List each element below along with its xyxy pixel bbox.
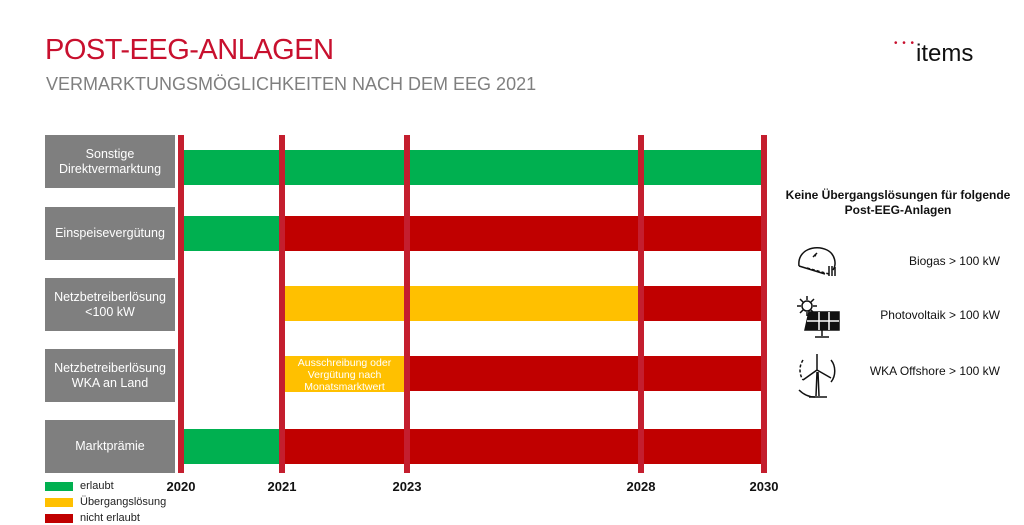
year-label: 2020 (166, 479, 196, 494)
segment-nicht-erlaubt (282, 429, 764, 464)
legend-swatch (45, 497, 73, 507)
row-label: Einspeisevergütung (45, 207, 175, 260)
year-line (178, 135, 184, 473)
page-subtitle: VERMARKTUNGSMÖGLICHKEITEN NACH DEM EEG 2… (46, 74, 537, 94)
row-label: Sonstige Direktvermarktung (45, 135, 175, 188)
legend-label: Übergangslösung (80, 496, 167, 508)
solar-panel-icon (797, 296, 840, 338)
legend-item: Übergangslösung (45, 496, 166, 508)
segment-erlaubt (181, 429, 282, 464)
wind-turbine-icon (798, 354, 836, 398)
legend-item: erlaubt (45, 480, 114, 492)
segment-uebergang: Ausschreibung oder Vergütung nach Monats… (282, 356, 407, 392)
segment-erlaubt (181, 216, 282, 251)
segment-nicht-erlaubt (282, 216, 764, 251)
row-label: Marktprämie (45, 420, 175, 473)
legend-swatch (45, 481, 73, 491)
page-title: POST-EEG-ANLAGEN (45, 34, 334, 66)
year-label: 2023 (392, 479, 422, 494)
year-line (279, 135, 285, 473)
items-logo: • • • items (894, 38, 974, 67)
year-line (638, 135, 644, 473)
year-label: 2030 (749, 479, 779, 494)
legend-item: nicht erlaubt (45, 512, 140, 524)
year-label: 2028 (626, 479, 656, 494)
side-item-photovoltaik: Photovoltaik > 100 kW (795, 294, 1000, 338)
side-item-label: WKA Offshore > 100 kW (869, 364, 1000, 378)
biogas-icon (798, 246, 836, 276)
side-item-label: Photovoltaik > 100 kW (880, 308, 1000, 322)
segment-nicht-erlaubt (407, 356, 764, 391)
legend-label: erlaubt (80, 480, 114, 492)
segment-uebergang (282, 286, 641, 321)
side-item-biogas: Biogas > 100 kW (795, 240, 1000, 284)
segment-nicht-erlaubt (641, 286, 764, 321)
side-panel-title: Keine Übergangslösungen für folgende Pos… (785, 188, 1011, 217)
legend-label: nicht erlaubt (80, 512, 140, 524)
year-line (761, 135, 767, 473)
row-label: Netzbetreiberlösung <100 kW (45, 278, 175, 331)
legend-swatch (45, 513, 73, 523)
side-item-label: Biogas > 100 kW (908, 254, 1000, 268)
row-label: Netzbetreiberlösung WKA an Land (45, 349, 175, 402)
segment-erlaubt (181, 150, 764, 185)
year-line (404, 135, 410, 473)
year-label: 2021 (267, 479, 297, 494)
side-item-wka-offshore: WKA Offshore > 100 kW (795, 350, 1000, 398)
